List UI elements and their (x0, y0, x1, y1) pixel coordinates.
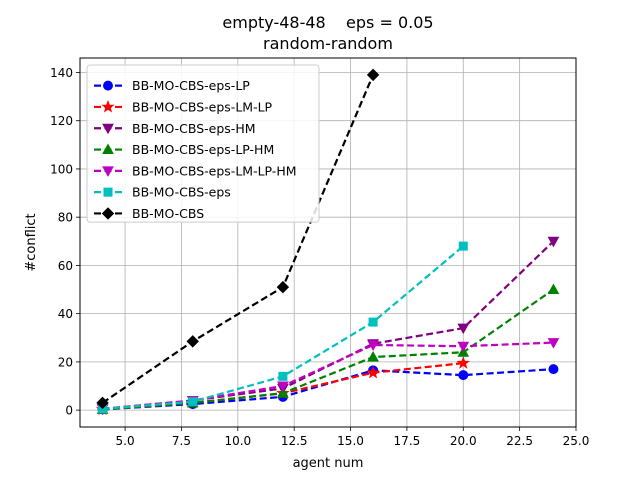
legend-label: BB-MO-CBS-eps-LP-HM (132, 142, 274, 157)
legend-marker (102, 123, 114, 135)
y-tick-label: 140 (50, 66, 73, 80)
legend-label: BB-MO-CBS-eps-LM-LP-HM (132, 163, 297, 178)
x-tick-label: 25.0 (563, 434, 590, 448)
legend-label: BB-MO-CBS-eps-LP (132, 78, 250, 93)
y-tick-label: 20 (58, 355, 73, 369)
legend-marker (103, 187, 113, 197)
x-tick-label: 15.0 (337, 434, 364, 448)
x-tick-label: 22.5 (506, 434, 533, 448)
data-point (457, 323, 470, 335)
legend-marker (102, 166, 114, 177)
legend-label: BB-MO-CBS (132, 206, 204, 221)
y-tick-label: 60 (58, 259, 73, 273)
data-point (548, 364, 559, 375)
plot-frame (79, 57, 577, 428)
legend-box (86, 64, 320, 223)
data-point (276, 280, 290, 294)
x-tick-label: 20.0 (450, 434, 477, 448)
data-point (547, 283, 560, 295)
data-point (278, 371, 288, 381)
series-6 (96, 68, 380, 410)
data-point (547, 236, 560, 248)
legend: BB-MO-CBS-eps-LP BB-MO-CBS-eps-LM-LP BB-MO… (86, 64, 320, 223)
legend-marker (103, 80, 113, 91)
data-point (367, 351, 379, 362)
y-tick-label: 40 (58, 307, 73, 321)
legend-label: BB-MO-CBS-eps-LM-LP (132, 99, 273, 114)
data-point (457, 341, 470, 353)
data-point (366, 365, 380, 379)
legend-label: BB-MO-CBS-eps-HM (132, 121, 256, 136)
data-point (456, 356, 470, 369)
data-point (368, 317, 378, 327)
legend-label: BB-MO-CBS-eps (132, 185, 231, 200)
data-point (547, 338, 560, 349)
data-point (277, 381, 289, 393)
axis-ticks: 5.0 7.5 10.0 12.5 15.0 17.5 20.0 22.5 25.0 0 20 40 6… (50, 66, 589, 448)
y-tick-label: 0 (65, 404, 73, 418)
y-axis-label: #conflict (24, 213, 39, 271)
chart-title-line1: empty-48-48 eps = 0.05 (222, 13, 433, 32)
data-point (188, 397, 198, 407)
data-point (367, 340, 379, 352)
y-tick-label: 80 (58, 211, 73, 225)
chart-title-line2: random-random (263, 34, 393, 53)
legend-marker (101, 207, 115, 220)
x-tick-label: 5.0 (116, 434, 135, 448)
series-group (95, 68, 560, 416)
y-tick-label: 100 (50, 162, 73, 176)
data-point (366, 68, 380, 82)
data-point (277, 387, 289, 398)
x-axis-label: agent num (293, 456, 364, 471)
series-line (101, 74, 375, 404)
x-tick-label: 17.5 (394, 434, 421, 448)
legend-marker (102, 143, 114, 155)
legend-marker (101, 100, 115, 113)
data-point (458, 370, 469, 381)
data-point (96, 396, 109, 410)
data-point (186, 335, 199, 348)
x-tick-label: 7.5 (172, 434, 191, 448)
data-point (458, 241, 468, 251)
y-tick-label: 120 (50, 114, 73, 128)
x-tick-label: 12.5 (281, 434, 308, 448)
x-tick-label: 10.0 (224, 434, 251, 448)
